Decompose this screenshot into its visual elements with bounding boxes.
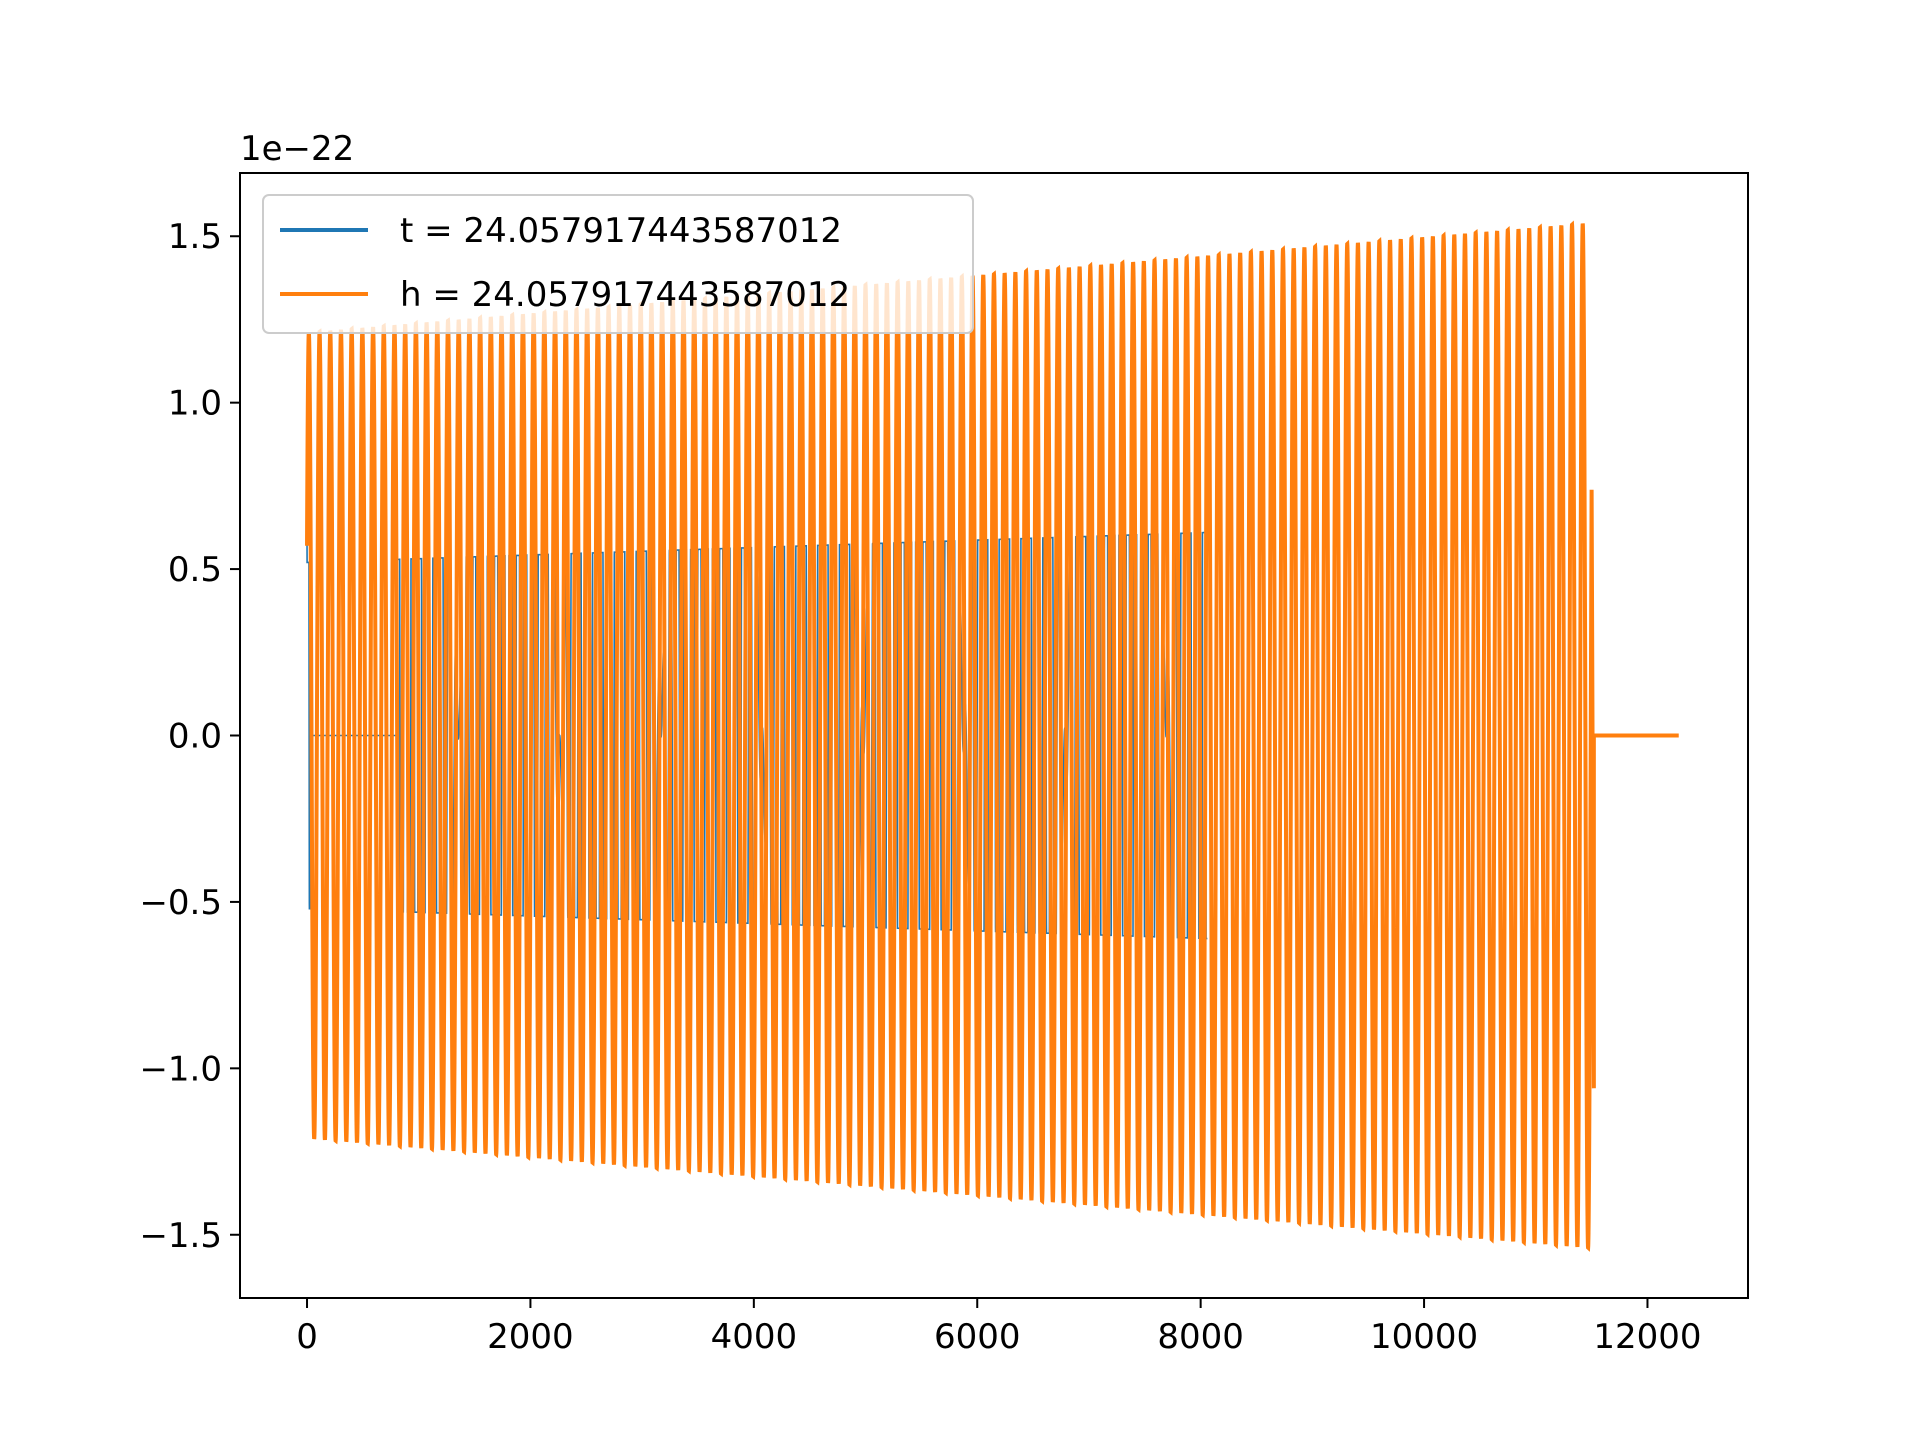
y-tick-label: −0.5 xyxy=(139,883,222,923)
x-tick-label: 4000 xyxy=(711,1317,798,1357)
y-tick-label: 0.0 xyxy=(168,717,222,757)
legend-label: t = 24.057917443587012 xyxy=(400,211,842,251)
x-tick-label: 8000 xyxy=(1157,1317,1244,1357)
y-tick-label: −1.5 xyxy=(139,1216,222,1256)
y-axis: −1.5 −1.0 −0.5 0.0 0.5 1.0 1.5 xyxy=(139,217,240,1256)
legend: t = 24.057917443587012 h = 24.05791744358… xyxy=(262,194,974,334)
x-tick-label: 10000 xyxy=(1370,1317,1478,1357)
y-axis-offset-label: 1e−22 xyxy=(240,129,354,169)
x-axis: 0 2000 4000 6000 8000 10000 12000 xyxy=(296,1298,1702,1357)
y-tick-label: 1.0 xyxy=(168,384,222,424)
legend-label: h = 24.057917443587012 xyxy=(400,275,850,315)
x-tick-label: 0 xyxy=(296,1317,318,1357)
x-tick-label: 12000 xyxy=(1593,1317,1701,1357)
x-tick-label: 6000 xyxy=(934,1317,1021,1357)
series-line-h xyxy=(305,220,1679,1252)
y-tick-label: 1.5 xyxy=(168,217,222,257)
y-tick-label: 0.5 xyxy=(168,550,222,590)
x-tick-label: 2000 xyxy=(487,1317,574,1357)
series-layer xyxy=(305,220,1679,1252)
legend-box xyxy=(262,194,974,334)
y-tick-label: −1.0 xyxy=(139,1049,222,1089)
